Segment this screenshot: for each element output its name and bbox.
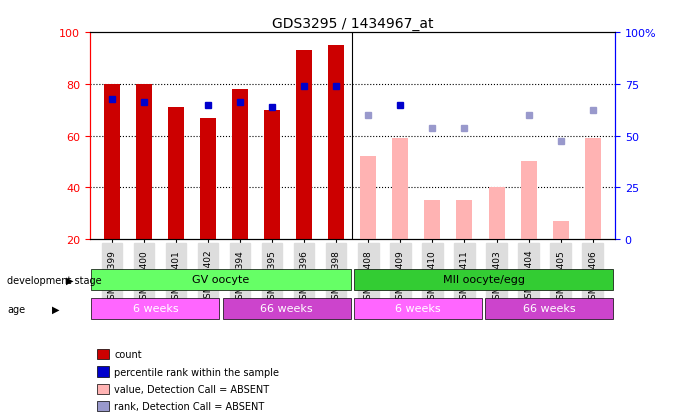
- FancyBboxPatch shape: [91, 299, 220, 319]
- Text: rank, Detection Call = ABSENT: rank, Detection Call = ABSENT: [114, 401, 264, 411]
- Bar: [424, 201, 440, 240]
- Bar: [136, 85, 152, 240]
- Text: 66 weeks: 66 weeks: [261, 304, 313, 314]
- Text: MII oocyte/egg: MII oocyte/egg: [443, 275, 524, 285]
- Bar: [585, 139, 600, 240]
- Text: age: age: [7, 304, 25, 314]
- FancyBboxPatch shape: [91, 270, 351, 290]
- Text: 6 weeks: 6 weeks: [395, 304, 441, 314]
- Text: 66 weeks: 66 weeks: [523, 304, 576, 314]
- FancyBboxPatch shape: [354, 270, 614, 290]
- Bar: [520, 162, 536, 240]
- Text: percentile rank within the sample: percentile rank within the sample: [114, 367, 279, 377]
- Bar: [392, 139, 408, 240]
- Bar: [200, 118, 216, 240]
- FancyBboxPatch shape: [223, 299, 351, 319]
- Text: ▶: ▶: [52, 304, 59, 314]
- Bar: [232, 90, 248, 240]
- Bar: [296, 51, 312, 240]
- Text: development stage: development stage: [7, 275, 102, 285]
- Bar: [265, 110, 281, 240]
- Bar: [328, 46, 344, 240]
- FancyBboxPatch shape: [485, 299, 614, 319]
- Text: 6 weeks: 6 weeks: [133, 304, 178, 314]
- Bar: [457, 201, 473, 240]
- FancyBboxPatch shape: [354, 299, 482, 319]
- Text: value, Detection Call = ABSENT: value, Detection Call = ABSENT: [114, 384, 269, 394]
- Bar: [553, 221, 569, 240]
- Bar: [169, 108, 184, 240]
- Title: GDS3295 / 1434967_at: GDS3295 / 1434967_at: [272, 17, 433, 31]
- Bar: [361, 157, 377, 240]
- Text: count: count: [114, 349, 142, 359]
- Bar: [489, 188, 504, 240]
- Text: GV oocyte: GV oocyte: [193, 275, 249, 285]
- Text: ▶: ▶: [66, 275, 73, 285]
- Bar: [104, 85, 120, 240]
